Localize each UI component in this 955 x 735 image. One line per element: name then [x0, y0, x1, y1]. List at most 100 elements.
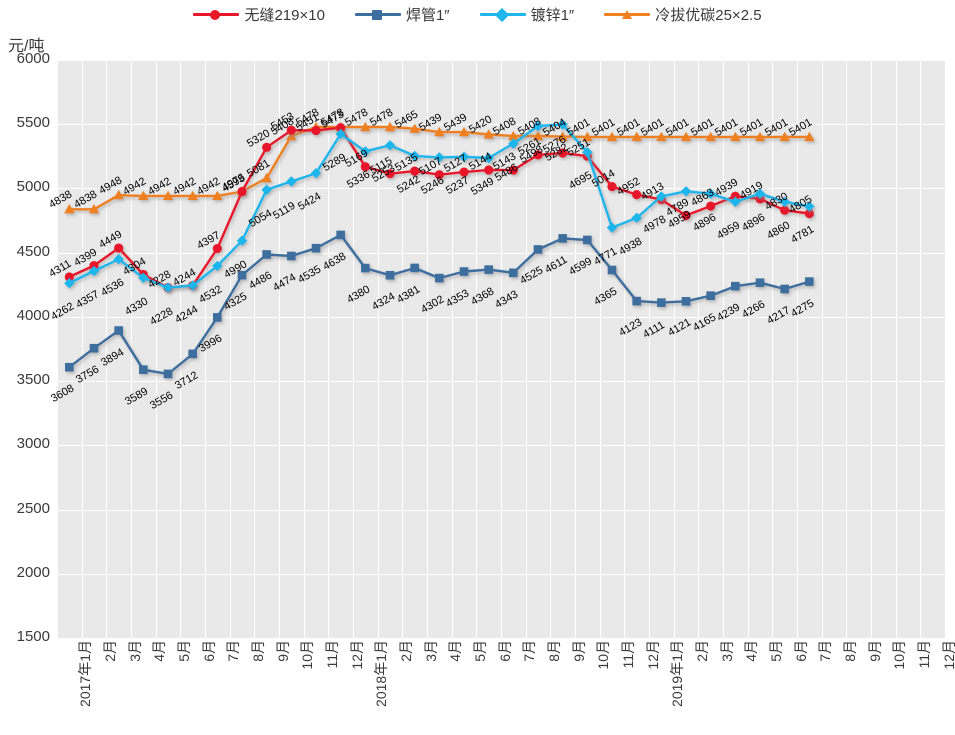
x-tick-label: 2月: [102, 640, 118, 662]
x-tick-label: 12月: [348, 640, 365, 670]
gridline-vertical: [945, 60, 946, 638]
x-tick-label: 5月: [472, 640, 488, 662]
legend-item-1[interactable]: 无缝219×10: [193, 4, 325, 25]
gridline-vertical: [254, 60, 256, 638]
gridline-vertical: [649, 60, 650, 638]
series-lines: [64, 119, 815, 379]
x-tick-label: 8月: [250, 640, 266, 662]
gridline-vertical: [525, 60, 527, 638]
x-tick-label: 7月: [225, 640, 242, 662]
y-tick-label: 2000: [16, 563, 50, 581]
x-tick-label: 11月: [324, 640, 340, 669]
y-tick-label: 3500: [16, 371, 50, 389]
y-tick-label: 5500: [16, 114, 50, 132]
x-tick-label: 8月: [546, 640, 562, 662]
x-tick-label: 9月: [274, 640, 291, 662]
y-tick-label: 2500: [16, 499, 50, 517]
gridline-vertical: [402, 60, 404, 638]
gridline-vertical: [501, 60, 502, 638]
gridline-vertical: [747, 60, 749, 638]
y-tick-label: 1500: [16, 628, 50, 645]
gridline-vertical: [920, 60, 922, 638]
gridline-vertical: [81, 60, 83, 638]
gridline-horizontal: [57, 638, 945, 639]
x-tick-label: 2月: [398, 640, 414, 662]
x-tick-label: 2017年1月: [77, 640, 94, 707]
gridline-vertical: [821, 60, 823, 638]
x-tick-label: 12月: [940, 640, 955, 670]
y-tick-label: 5000: [16, 178, 50, 196]
gridline-vertical: [377, 60, 379, 638]
legend-swatch-triangle-icon: [604, 7, 651, 21]
chart-legend: 无缝219×10 焊管1″ 镀锌1″ 冷拔优碳25×2.5: [0, 0, 955, 28]
gridline-vertical: [895, 60, 897, 638]
y-axis-title: 元/吨: [8, 38, 45, 55]
gridline-vertical: [599, 60, 601, 638]
x-tick-label: 9月: [570, 640, 587, 662]
x-tick-label: 3月: [126, 640, 143, 662]
legend-swatch-circle-icon: [193, 7, 240, 21]
gridline-vertical: [180, 60, 182, 638]
legend-item-2[interactable]: 焊管1″: [354, 4, 450, 25]
gridline-vertical: [451, 60, 453, 638]
gridline-vertical: [772, 60, 774, 638]
x-tick-label: 5月: [768, 640, 784, 662]
x-tick-label: 5月: [176, 640, 192, 662]
gridline-vertical: [106, 60, 108, 638]
y-tick-label: 3000: [16, 435, 50, 453]
gridline-vertical: [229, 60, 231, 638]
x-tick-label: 6月: [496, 640, 513, 662]
x-tick-label: 2月: [694, 640, 710, 662]
gridline-vertical: [279, 60, 280, 638]
x-tick-label: 10月: [891, 640, 908, 670]
x-tick-label: 12月: [644, 640, 661, 670]
gridline-vertical: [427, 60, 428, 638]
gridline-vertical: [624, 60, 626, 638]
legend-item-3[interactable]: 镀锌1″: [479, 4, 575, 25]
gridline-vertical: [476, 60, 478, 638]
plot-background: [57, 60, 946, 639]
x-tick-label: 4月: [447, 640, 464, 662]
x-tick-label: 4月: [151, 640, 168, 662]
gridline-vertical: [328, 60, 330, 638]
x-tick-label: 6月: [200, 640, 217, 662]
gridline-vertical: [723, 60, 724, 638]
gridline-vertical: [353, 60, 354, 638]
gridline-vertical: [797, 60, 798, 638]
x-tick-label: 10月: [595, 640, 612, 670]
legend-swatch-diamond-icon: [479, 7, 526, 23]
x-tick-label: 11月: [620, 640, 636, 669]
legend-label: 焊管1″: [405, 6, 450, 24]
legend-swatch-square-icon: [354, 7, 401, 21]
gridline-vertical: [871, 60, 872, 638]
x-tick-label: 10月: [299, 640, 316, 670]
gridline-vertical: [673, 60, 675, 638]
gridline-vertical: [550, 60, 552, 638]
gridline-vertical: [846, 60, 848, 638]
legend-item-4[interactable]: 冷拔优碳25×2.5: [604, 4, 762, 25]
x-tick-label: 2018年1月: [373, 640, 390, 707]
x-tick-label: 2019年1月: [669, 640, 686, 707]
x-tick-label: 6月: [792, 640, 809, 662]
x-tick-label: 8月: [842, 640, 858, 662]
gridline-vertical: [155, 60, 157, 638]
y-tick-label: 4500: [16, 242, 50, 260]
gridline-vertical: [698, 60, 700, 638]
legend-label: 无缝219×10: [244, 6, 325, 24]
x-tick-label: 4月: [743, 640, 760, 662]
plot-area: 4311 4399 4449 4304 4228 4244 4397 4593 5320 5453…: [47, 60, 946, 639]
x-tick-label: 3月: [422, 640, 439, 662]
y-tick-label: 4000: [16, 306, 50, 324]
gridline-vertical: [575, 60, 576, 638]
gridline-vertical: [205, 60, 206, 638]
x-tick-label: 3月: [718, 640, 735, 662]
x-tick-label: 9月: [866, 640, 883, 662]
x-tick-label: 7月: [521, 640, 538, 662]
gridline-vertical: [57, 60, 58, 638]
legend-label: 镀锌1″: [530, 6, 575, 24]
legend-label: 冷拔优碳25×2.5: [655, 6, 762, 24]
x-tick-label: 7月: [817, 640, 834, 662]
x-axis-tick-labels: 2017年1月 2月 3月 4月 5月 6月 7月 8月 9月 10月 11月 12月 2018年1月 2…: [57, 640, 955, 735]
gridline-vertical: [303, 60, 305, 638]
x-tick-label: 11月: [916, 640, 932, 669]
